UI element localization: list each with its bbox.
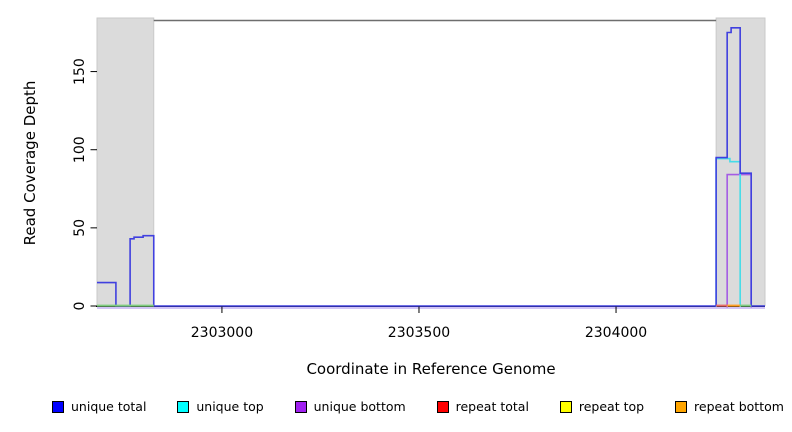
left-gray-band xyxy=(96,17,155,306)
x-tick-label: 2303000 xyxy=(191,325,253,341)
legend-label: repeat bottom xyxy=(694,399,784,414)
x-axis-title: Coordinate in Reference Genome xyxy=(306,360,556,378)
y-tick-label: 100 xyxy=(72,136,88,163)
legend-label: repeat total xyxy=(455,399,529,414)
legend-label: unique bottom xyxy=(313,399,406,414)
legend-item-unique-top: unique top xyxy=(177,399,264,414)
legend-item-repeat-top: repeat top xyxy=(559,399,645,414)
coverage-plot-svg: 2303000 2303500 2304000 0 50 100 150 xyxy=(72,17,766,341)
legend-label: unique total xyxy=(71,399,147,414)
legend-item-unique-bottom: unique bottom xyxy=(294,399,406,414)
legend-item-repeat-bottom: repeat bottom xyxy=(675,399,784,414)
legend-label: unique top xyxy=(196,399,264,414)
legend-label: repeat top xyxy=(578,399,645,414)
repeat-top-swatch-icon xyxy=(559,400,572,413)
y-tick-label: 0 xyxy=(72,302,88,311)
y-tick-label: 50 xyxy=(72,219,88,237)
series-unique-total xyxy=(97,27,765,307)
repeat-bottom-swatch-icon xyxy=(675,400,688,413)
legend-item-unique-total: unique total xyxy=(52,399,146,414)
unique-total-swatch-icon xyxy=(52,400,64,413)
x-tick-label: 2303500 xyxy=(388,325,450,341)
legend-item-repeat-total: repeat total xyxy=(436,399,529,414)
x-tick-label: 2304000 xyxy=(585,325,647,341)
chart-legend: unique total unique top unique bottom re… xyxy=(52,399,784,414)
repeat-total-swatch-icon xyxy=(436,400,449,413)
y-axis-title: Read Coverage Depth xyxy=(21,80,39,246)
unique-bottom-swatch-icon xyxy=(294,400,307,413)
unique-top-swatch-icon xyxy=(177,400,190,413)
y-tick-label: 150 xyxy=(72,58,88,85)
